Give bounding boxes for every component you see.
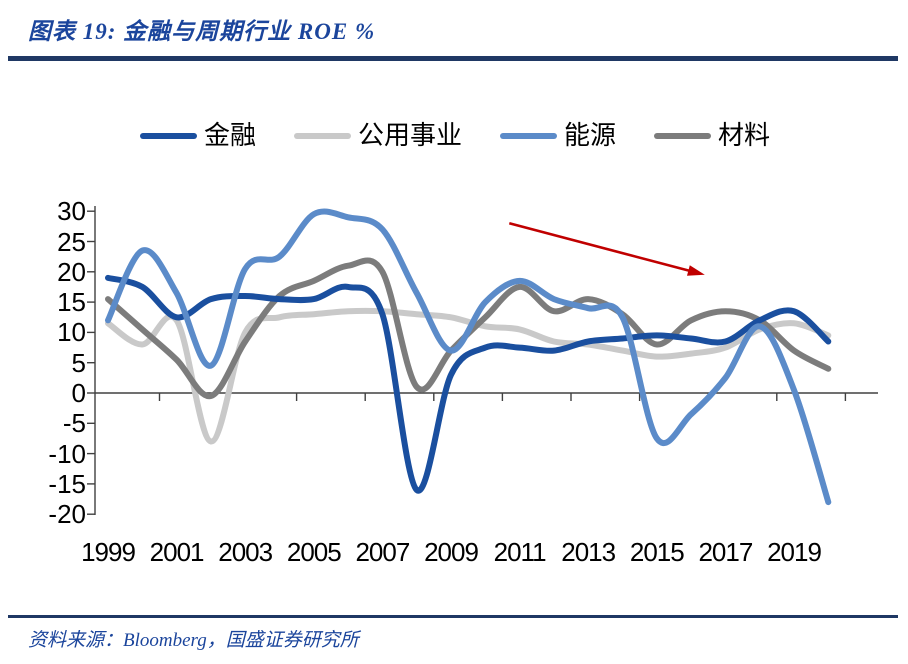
legend-swatch-energy bbox=[500, 133, 558, 139]
y-tick-label: 30 bbox=[57, 196, 86, 227]
y-tick-label: -20 bbox=[48, 499, 86, 530]
legend-item-utilities: 公用事业 bbox=[294, 122, 462, 150]
x-tick-label: 2015 bbox=[629, 537, 685, 567]
x-tick-label: 2003 bbox=[218, 537, 273, 567]
source-text: 资料来源：Bloomberg，国盛证券研究所 bbox=[28, 630, 359, 651]
legend-item-materials: 材料 bbox=[654, 122, 770, 150]
series-line-utilities bbox=[105, 307, 832, 445]
bottom-divider-rule bbox=[8, 615, 898, 618]
x-tick-label: 2007 bbox=[355, 537, 410, 567]
legend-item-finance: 金融 bbox=[140, 122, 256, 150]
y-tick-label: 0 bbox=[71, 378, 86, 408]
y-tick-label: 5 bbox=[71, 347, 86, 378]
series-line-energy bbox=[105, 208, 832, 506]
declining-trend-arrow-shaft bbox=[508, 222, 693, 273]
y-tick-label: 25 bbox=[57, 226, 86, 257]
chart-legend: 金融 公用事业 能源 材料 bbox=[140, 122, 808, 150]
y-tick-label: 10 bbox=[57, 317, 86, 348]
legend-item-energy: 能源 bbox=[500, 122, 616, 150]
x-tick-label: 2019 bbox=[767, 537, 822, 567]
y-tick-label: -5 bbox=[62, 408, 86, 439]
y-tick-label: -10 bbox=[48, 438, 86, 469]
legend-swatch-materials bbox=[654, 133, 712, 139]
x-tick-label: 2013 bbox=[561, 537, 616, 567]
x-tick-label: 2001 bbox=[149, 537, 205, 567]
x-tick-label: 2005 bbox=[286, 537, 342, 567]
legend-label-materials: 材料 bbox=[718, 121, 771, 150]
legend-label-finance: 金融 bbox=[204, 121, 257, 150]
x-tick-label: 2011 bbox=[493, 537, 547, 567]
y-tick-label: 15 bbox=[57, 287, 86, 318]
y-tick-label: 20 bbox=[57, 256, 86, 287]
legend-label-energy: 能源 bbox=[564, 121, 617, 150]
y-tick-label: -15 bbox=[48, 468, 86, 499]
chart-title: 图表 19: 金融与周期行业 ROE % bbox=[28, 19, 376, 44]
legend-label-utilities: 公用事业 bbox=[358, 121, 463, 150]
top-divider-rule bbox=[8, 56, 898, 61]
legend-swatch-utilities bbox=[294, 133, 352, 139]
x-tick-label: 1999 bbox=[81, 537, 136, 567]
legend-swatch-finance bbox=[140, 133, 197, 139]
x-tick-label: 2009 bbox=[424, 537, 479, 567]
declining-trend-arrow-head bbox=[687, 265, 705, 276]
x-tick-label: 2017 bbox=[698, 537, 753, 567]
